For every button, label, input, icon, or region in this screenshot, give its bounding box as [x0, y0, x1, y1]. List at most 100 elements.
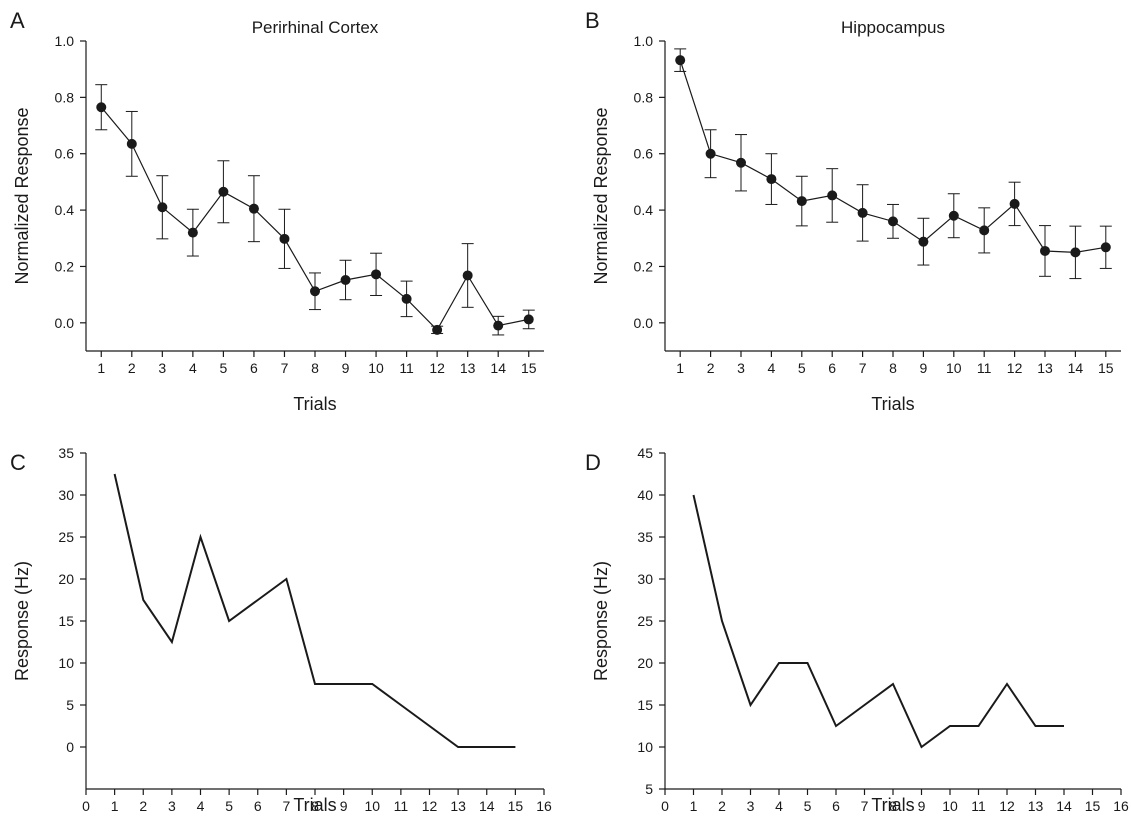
- x-tick-label: 10: [946, 360, 962, 376]
- x-axis-label: Trials: [293, 795, 336, 815]
- y-tick-label: 30: [637, 571, 653, 587]
- y-axis-label: Response (Hz): [591, 561, 611, 681]
- x-tick-label: 11: [971, 798, 986, 814]
- x-tick-label: 13: [450, 798, 466, 814]
- x-tick-label: 6: [832, 798, 840, 814]
- x-tick-label: 15: [521, 360, 537, 376]
- y-tick-label: 5: [66, 697, 74, 713]
- data-point: [249, 204, 259, 214]
- y-tick-label: 25: [637, 613, 653, 629]
- y-axis-label: Response (Hz): [12, 561, 32, 681]
- x-tick-label: 14: [490, 360, 506, 376]
- data-point: [279, 234, 289, 244]
- x-tick-label: 10: [364, 798, 380, 814]
- x-tick-label: 5: [798, 360, 806, 376]
- y-tick-label: 0.6: [634, 146, 654, 162]
- data-point: [766, 174, 776, 184]
- x-tick-label: 13: [1028, 798, 1044, 814]
- x-tick-label: 3: [168, 798, 176, 814]
- x-tick-label: 4: [189, 360, 197, 376]
- data-point: [1101, 242, 1111, 252]
- x-tick-label: 9: [918, 798, 926, 814]
- y-tick-label: 25: [58, 529, 74, 545]
- x-tick-label: 2: [707, 360, 715, 376]
- data-point: [1070, 247, 1080, 257]
- x-tick-label: 10: [942, 798, 958, 814]
- data-point: [888, 216, 898, 226]
- x-tick-label: 14: [479, 798, 495, 814]
- y-axis-label: Normalized Response: [591, 107, 611, 284]
- x-tick-label: 2: [718, 798, 726, 814]
- x-tick-label: 12: [999, 798, 1015, 814]
- y-tick-label: 1.0: [634, 33, 654, 49]
- panel-letter: D: [585, 450, 601, 475]
- x-tick-label: 12: [1007, 360, 1023, 376]
- panel-letter: A: [10, 8, 25, 33]
- x-tick-label: 9: [920, 360, 928, 376]
- x-tick-label: 16: [536, 798, 552, 814]
- x-tick-label: 14: [1068, 360, 1084, 376]
- data-point: [341, 275, 351, 285]
- x-axis-label: Trials: [871, 795, 914, 815]
- data-point: [1040, 246, 1050, 256]
- x-tick-label: 8: [311, 360, 319, 376]
- x-tick-label: 1: [690, 798, 698, 814]
- data-point: [918, 237, 928, 247]
- x-tick-label: 2: [128, 360, 136, 376]
- y-tick-label: 0.4: [55, 202, 75, 218]
- x-tick-label: 10: [368, 360, 384, 376]
- series-line: [115, 474, 516, 747]
- y-tick-label: 1.0: [55, 33, 75, 49]
- y-tick-label: 35: [58, 445, 74, 461]
- data-point: [432, 325, 442, 335]
- y-tick-label: 0.2: [55, 258, 75, 274]
- x-tick-label: 8: [889, 360, 897, 376]
- data-point: [188, 228, 198, 238]
- x-tick-label: 2: [139, 798, 147, 814]
- x-tick-label: 5: [225, 798, 233, 814]
- x-tick-label: 9: [340, 798, 348, 814]
- panel-letter: C: [10, 450, 26, 475]
- y-axis-label: Normalized Response: [12, 107, 32, 284]
- x-tick-label: 7: [861, 798, 869, 814]
- data-point: [979, 225, 989, 235]
- y-tick-label: 15: [58, 613, 74, 629]
- x-tick-label: 3: [737, 360, 745, 376]
- x-tick-label: 3: [158, 360, 166, 376]
- x-tick-label: 9: [342, 360, 350, 376]
- x-tick-label: 4: [768, 360, 776, 376]
- x-tick-label: 4: [775, 798, 783, 814]
- x-tick-label: 12: [422, 798, 438, 814]
- x-tick-label: 7: [282, 798, 290, 814]
- y-tick-label: 30: [58, 487, 74, 503]
- data-point: [218, 187, 228, 197]
- y-tick-label: 40: [637, 487, 653, 503]
- y-tick-label: 0.6: [55, 146, 75, 162]
- data-point: [402, 294, 412, 304]
- x-tick-label: 16: [1113, 798, 1129, 814]
- data-point: [1010, 199, 1020, 209]
- x-tick-label: 6: [254, 798, 262, 814]
- y-tick-label: 20: [637, 655, 653, 671]
- x-tick-label: 5: [220, 360, 228, 376]
- x-tick-label: 5: [804, 798, 812, 814]
- y-tick-label: 5: [645, 781, 653, 797]
- data-point: [736, 158, 746, 168]
- y-tick-label: 10: [637, 739, 653, 755]
- x-tick-label: 11: [399, 360, 414, 376]
- x-tick-label: 7: [859, 360, 867, 376]
- y-tick-label: 0: [66, 739, 74, 755]
- data-point: [675, 55, 685, 65]
- series-line: [694, 495, 1065, 747]
- x-tick-label: 15: [1085, 798, 1101, 814]
- y-tick-label: 0.4: [634, 202, 654, 218]
- data-point: [524, 314, 534, 324]
- panel-letter: B: [585, 8, 600, 33]
- data-point: [157, 202, 167, 212]
- data-point: [827, 190, 837, 200]
- x-axis-label: Trials: [293, 394, 336, 414]
- x-tick-label: 15: [1098, 360, 1114, 376]
- x-tick-label: 13: [460, 360, 476, 376]
